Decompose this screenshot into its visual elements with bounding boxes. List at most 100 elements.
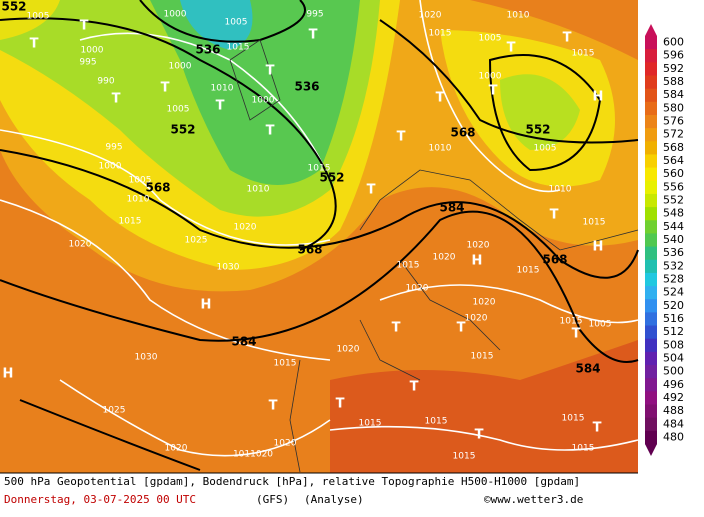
- pressure-center: T: [112, 92, 121, 107]
- colorbar-label: 576: [663, 115, 684, 128]
- pressure-label: 1015: [425, 417, 448, 427]
- colorbar-label: 520: [663, 299, 684, 312]
- pressure-label: 1000: [81, 46, 104, 56]
- pressure-center: H: [201, 298, 212, 313]
- colorbar-swatch: [645, 141, 657, 155]
- colorbar-label: 484: [663, 417, 684, 430]
- colorbar-label: 592: [663, 62, 684, 75]
- colorbar-label: 480: [663, 430, 684, 443]
- colorbar-label: 504: [663, 351, 684, 364]
- pressure-center: H: [472, 254, 483, 269]
- colorbar-label: 548: [663, 207, 684, 220]
- footer-bg: [0, 473, 638, 513]
- colorbar-swatch: [645, 193, 657, 208]
- pressure-center: T: [397, 130, 406, 145]
- colorbar-swatch: [645, 338, 657, 353]
- pressure-label: 1015: [517, 266, 540, 276]
- colorbar-label: 572: [663, 128, 684, 141]
- colorbar-swatch: [645, 312, 657, 327]
- colorbar-swatch: [645, 417, 657, 432]
- colorbar-label: 508: [663, 338, 684, 351]
- pressure-label: 1000: [164, 10, 187, 20]
- colorbar-label: 588: [663, 75, 684, 88]
- geopotential-label: 552: [1, 0, 26, 14]
- geopotential-label: 552: [170, 123, 195, 137]
- pressure-label: 1015: [572, 444, 595, 454]
- pressure-label: 1015: [359, 419, 382, 429]
- colorbar-swatch: [645, 286, 657, 300]
- pressure-label: 1005: [589, 320, 612, 330]
- pressure-label: 1015: [308, 164, 331, 174]
- colorbar-label: 536: [663, 246, 684, 259]
- pressure-center: T: [572, 327, 581, 342]
- pressure-label: 1020: [433, 253, 456, 263]
- pressure-label: 1005: [167, 105, 190, 115]
- isobars: [0, 0, 639, 457]
- colorbar-label: 524: [663, 286, 684, 299]
- footer-date: Donnerstag, 03-07-2025 00 UTC: [4, 493, 196, 506]
- colorbar-swatch: [645, 430, 657, 445]
- colorbar-swatch: [645, 404, 657, 419]
- pressure-label: 1005: [534, 144, 557, 154]
- pressure-center: T: [475, 428, 484, 443]
- colorbar-label: 516: [663, 312, 684, 325]
- pressure-label: 1005: [27, 12, 50, 22]
- colorbar-label: 596: [663, 49, 684, 62]
- pressure-label: 1020: [234, 223, 257, 233]
- colorbar-swatch: [645, 101, 657, 116]
- pressure-label: 1015: [227, 43, 250, 53]
- colorbar-swatch: [645, 246, 657, 261]
- colorbar-swatch: [645, 180, 657, 195]
- geopotential-lines: [0, 0, 639, 471]
- colorbar-label: 488: [663, 404, 684, 417]
- pressure-center: H: [3, 367, 14, 382]
- colorbar-cap-bottom: [645, 444, 657, 456]
- colorbar-label: 568: [663, 141, 684, 154]
- geopotential-label: 584: [439, 201, 464, 215]
- pressure-center: T: [489, 84, 498, 99]
- colorbar-swatch: [645, 365, 657, 379]
- pressure-center: T: [392, 321, 401, 336]
- pressure-label: 1010: [127, 195, 150, 205]
- pressure-label: 1005: [225, 18, 248, 28]
- colorbar-swatch: [645, 207, 657, 221]
- colorbar-swatch: [645, 259, 657, 274]
- pressure-label: 1015: [560, 317, 583, 327]
- pressure-label: 1025: [185, 236, 208, 246]
- pressure-center: T: [30, 37, 39, 52]
- pressure-center: H: [593, 90, 604, 105]
- footer: 500 hPa Geopotential [gpdam], Bodendruck…: [4, 475, 583, 506]
- pressure-label: 1020: [465, 314, 488, 324]
- pressure-label: 1020: [337, 345, 360, 355]
- pressure-label: 1015: [453, 452, 476, 462]
- colorbar-swatch: [645, 62, 657, 76]
- pressure-label: 1000: [99, 162, 122, 172]
- geopotential-label: 568: [450, 126, 475, 140]
- colorbar-label: 560: [663, 167, 684, 180]
- geopotential-label: 552: [525, 123, 550, 137]
- pressure-label: 1015: [562, 414, 585, 424]
- geopotential-label: 584: [231, 335, 256, 349]
- pressure-center: T: [161, 81, 170, 96]
- colorbar-label: 584: [663, 88, 684, 101]
- pressure-label: 1005: [479, 34, 502, 44]
- pressure-label: 1015: [471, 352, 494, 362]
- pressure-center: T: [436, 91, 445, 106]
- pressure-center: T: [563, 31, 572, 46]
- footer-description: 500 hPa Geopotential [gpdam], Bodendruck…: [4, 475, 580, 488]
- colorbar-label: 564: [663, 154, 684, 167]
- colorbar-swatch: [645, 75, 657, 90]
- colorbar-label: 532: [663, 259, 684, 272]
- pressure-center: T: [367, 183, 376, 198]
- colorbar-swatch: [645, 167, 657, 182]
- pressure-label: 1025: [103, 406, 126, 416]
- pressure-label: 1030: [135, 353, 158, 363]
- pressure-label: 1015: [397, 261, 420, 271]
- colorbar-label: 552: [663, 194, 684, 207]
- pressure-label: 1020: [69, 240, 92, 250]
- pressure-center: T: [457, 321, 466, 336]
- pressure-center: T: [80, 19, 89, 34]
- geopotential-label: 568: [297, 243, 322, 257]
- pressure-label: 1010: [247, 185, 270, 195]
- pressure-label: 1011020: [233, 450, 273, 460]
